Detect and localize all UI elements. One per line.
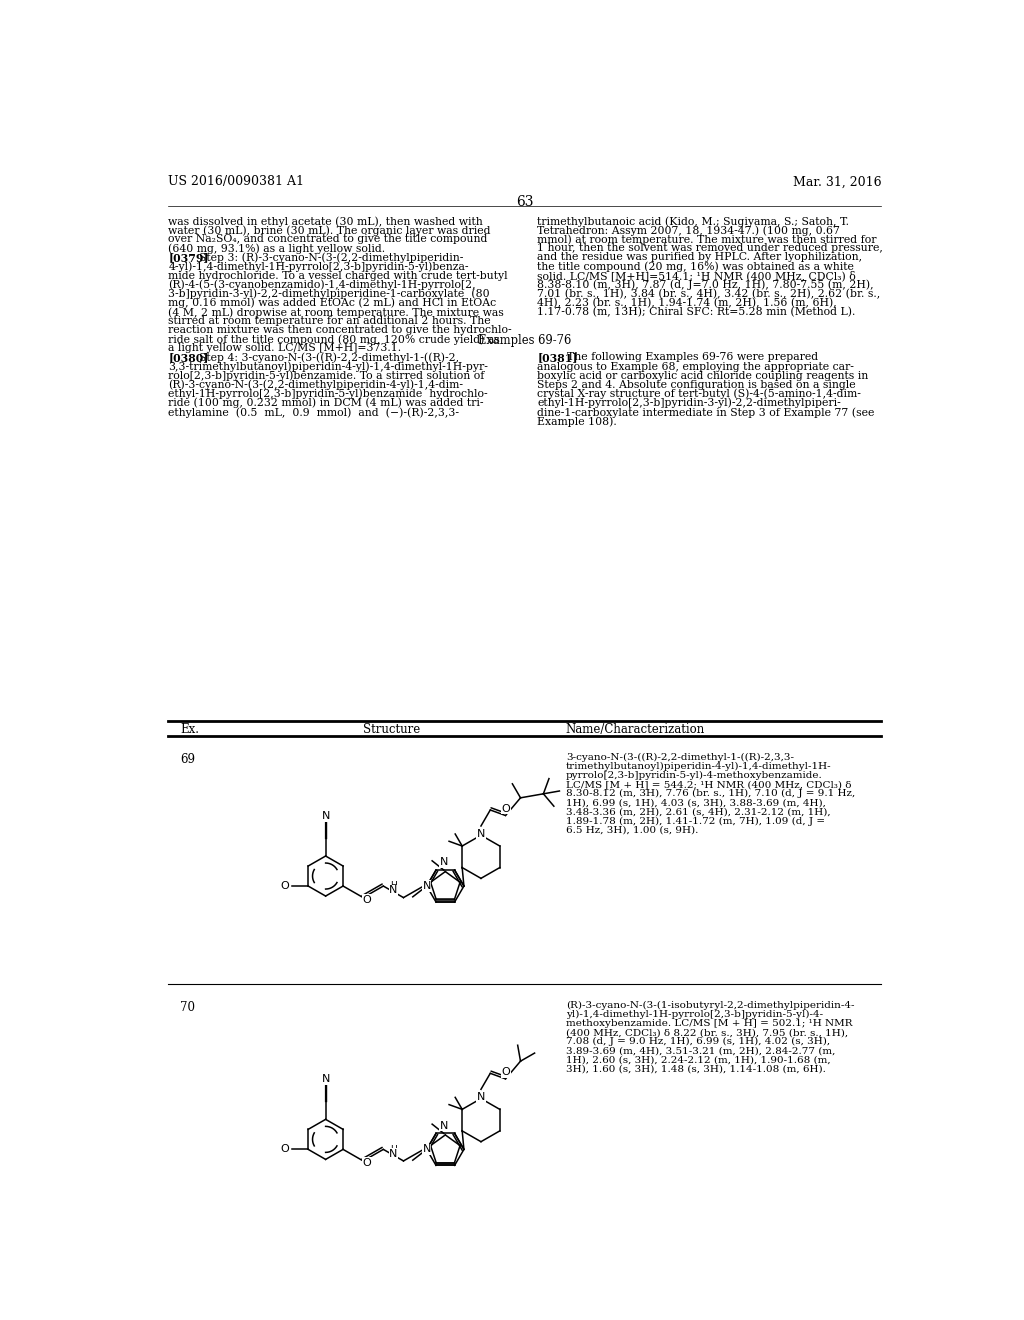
Text: ethylamine  (0.5  mL,  0.9  mmol)  and  (−)-(R)-2,3,3-: ethylamine (0.5 mL, 0.9 mmol) and (−)-(R… — [168, 407, 460, 417]
Text: yl)-1,4-dimethyl-1H-pyrrolo[2,3-b]pyridin-5-yl)-4-: yl)-1,4-dimethyl-1H-pyrrolo[2,3-b]pyridi… — [566, 1010, 823, 1019]
Text: 3-b]pyridin-3-yl)-2,2-dimethylpiperidine-1-carboxylate  (80: 3-b]pyridin-3-yl)-2,2-dimethylpiperidine… — [168, 289, 489, 300]
Text: 1.89-1.78 (m, 2H), 1.41-1.72 (m, 7H), 1.09 (d, J =: 1.89-1.78 (m, 2H), 1.41-1.72 (m, 7H), 1.… — [566, 817, 825, 825]
Text: [0380]: [0380] — [168, 352, 209, 363]
Text: mg, 0.16 mmol) was added EtOAc (2 mL) and HCl in EtOAc: mg, 0.16 mmol) was added EtOAc (2 mL) an… — [168, 298, 497, 309]
Text: N: N — [389, 1148, 397, 1159]
Text: 7.01 (br. s., 1H), 3.84 (br. s., 4H), 3.42 (br. s., 2H), 2.62 (br. s.,: 7.01 (br. s., 1H), 3.84 (br. s., 4H), 3.… — [538, 289, 881, 300]
Text: boxylic acid or carboxylic acid chloride coupling reagents in: boxylic acid or carboxylic acid chloride… — [538, 371, 868, 380]
Text: ethyl-1H-pyrrolo[2,3-b]pyridin-3-yl)-2,2-dimethylpiperi-: ethyl-1H-pyrrolo[2,3-b]pyridin-3-yl)-2,2… — [538, 397, 841, 408]
Text: Ex.: Ex. — [180, 723, 199, 735]
Text: the title compound (20 mg, 16%) was obtained as a white: the title compound (20 mg, 16%) was obta… — [538, 261, 854, 272]
Text: 8.30-8.12 (m, 3H), 7.76 (br. s., 1H), 7.10 (d, J = 9.1 Hz,: 8.30-8.12 (m, 3H), 7.76 (br. s., 1H), 7.… — [566, 789, 855, 799]
Text: 1H), 6.99 (s, 1H), 4.03 (s, 3H), 3.88-3.69 (m, 4H),: 1H), 6.99 (s, 1H), 4.03 (s, 3H), 3.88-3.… — [566, 799, 825, 808]
Text: 1.17-0.78 (m, 13H); Chiral SFC: Rt=5.28 min (Method L).: 1.17-0.78 (m, 13H); Chiral SFC: Rt=5.28 … — [538, 308, 856, 317]
Text: 70: 70 — [180, 1001, 195, 1014]
Text: O: O — [502, 1068, 510, 1077]
Text: trimethylbutanoic acid (Kido, M.; Sugiyama, S.; Satoh, T.: trimethylbutanoic acid (Kido, M.; Sugiya… — [538, 216, 849, 227]
Text: (R)-3-cyano-N-(3-(1-isobutyryl-2,2-dimethylpiperidin-4-: (R)-3-cyano-N-(3-(1-isobutyryl-2,2-dimet… — [566, 1001, 854, 1010]
Text: N: N — [439, 858, 447, 867]
Text: Tetrahedron: Assym 2007, 18, 1934-47.) (100 mg, 0.67: Tetrahedron: Assym 2007, 18, 1934-47.) (… — [538, 226, 840, 236]
Text: 3,3-trimethylbutanoyl)piperidin-4-yl)-1,4-dimethyl-1H-pyr-: 3,3-trimethylbutanoyl)piperidin-4-yl)-1,… — [168, 362, 488, 372]
Text: 6.5 Hz, 3H), 1.00 (s, 9H).: 6.5 Hz, 3H), 1.00 (s, 9H). — [566, 825, 698, 834]
Text: Examples 69-76: Examples 69-76 — [478, 334, 571, 347]
Text: O: O — [362, 895, 372, 904]
Text: ride (100 mg, 0.232 mmol) in DCM (4 mL) was added tri-: ride (100 mg, 0.232 mmol) in DCM (4 mL) … — [168, 397, 483, 408]
Text: LC/MS [M + H] = 544.2; ¹H NMR (400 MHz, CDCl₃) δ: LC/MS [M + H] = 544.2; ¹H NMR (400 MHz, … — [566, 780, 851, 789]
Text: rolo[2,3-b]pyridin-5-yl)benzamide. To a stirred solution of: rolo[2,3-b]pyridin-5-yl)benzamide. To a … — [168, 371, 484, 381]
Text: 3.89-3.69 (m, 4H), 3.51-3.21 (m, 2H), 2.84-2.77 (m,: 3.89-3.69 (m, 4H), 3.51-3.21 (m, 2H), 2.… — [566, 1047, 836, 1055]
Text: mide hydrochloride. To a vessel charged with crude tert-butyl: mide hydrochloride. To a vessel charged … — [168, 271, 508, 281]
Text: dine-1-carboxylate intermediate in Step 3 of Example 77 (see: dine-1-carboxylate intermediate in Step … — [538, 407, 874, 417]
Text: ethyl-1H-pyrrolo[2,3-b]pyridin-5-yl)benzamide  hydrochlo-: ethyl-1H-pyrrolo[2,3-b]pyridin-5-yl)benz… — [168, 389, 487, 400]
Text: and the residue was purified by HPLC. After lyophilization,: and the residue was purified by HPLC. Af… — [538, 252, 862, 263]
Text: O: O — [502, 804, 510, 814]
Text: 7.08 (d, J = 9.0 Hz, 1H), 6.99 (s, 1H), 4.02 (s, 3H),: 7.08 (d, J = 9.0 Hz, 1H), 6.99 (s, 1H), … — [566, 1038, 830, 1047]
Text: US 2016/0090381 A1: US 2016/0090381 A1 — [168, 176, 304, 189]
Text: ride salt of the title compound (80 mg, 120% crude yield) as: ride salt of the title compound (80 mg, … — [168, 334, 500, 345]
Text: solid. LC/MS [M+H]=514.1; ¹H NMR (400 MHz, CDCl₃) δ: solid. LC/MS [M+H]=514.1; ¹H NMR (400 MH… — [538, 271, 856, 281]
Text: 1H), 2.60 (s, 3H), 2.24-2.12 (m, 1H), 1.90-1.68 (m,: 1H), 2.60 (s, 3H), 2.24-2.12 (m, 1H), 1.… — [566, 1055, 830, 1064]
Text: N: N — [423, 1144, 431, 1155]
Text: crystal X-ray structure of tert-butyl (S)-4-(5-amino-1,4-dim-: crystal X-ray structure of tert-butyl (S… — [538, 389, 861, 400]
Text: Name/Characterization: Name/Characterization — [566, 723, 706, 735]
Text: 4-yl)-1,4-dimethyl-1H-pyrrolo[2,3-b]pyridin-5-yl)benza-: 4-yl)-1,4-dimethyl-1H-pyrrolo[2,3-b]pyri… — [168, 261, 469, 272]
Text: Structure: Structure — [362, 723, 420, 735]
Text: trimethylbutanoyl)piperidin-4-yl)-1,4-dimethyl-1H-: trimethylbutanoyl)piperidin-4-yl)-1,4-di… — [566, 762, 831, 771]
Text: (R)-3-cyano-N-(3-(2,2-dimethylpiperidin-4-yl)-1,4-dim-: (R)-3-cyano-N-(3-(2,2-dimethylpiperidin-… — [168, 380, 463, 391]
Text: N: N — [322, 810, 330, 821]
Text: Step 3: (R)-3-cyano-N-(3-(2,2-dimethylpiperidin-: Step 3: (R)-3-cyano-N-(3-(2,2-dimethylpi… — [191, 252, 463, 263]
Text: (R)-4-(5-(3-cyanobenzamido)-1,4-dimethyl-1H-pyrrolo[2,: (R)-4-(5-(3-cyanobenzamido)-1,4-dimethyl… — [168, 280, 476, 290]
Text: The following Examples 69-76 were prepared: The following Examples 69-76 were prepar… — [560, 352, 818, 363]
Text: Steps 2 and 4. Absolute configuration is based on a single: Steps 2 and 4. Absolute configuration is… — [538, 380, 856, 389]
Text: Example 108).: Example 108). — [538, 416, 616, 426]
Text: H: H — [390, 1144, 396, 1154]
Text: methoxybenzamide. LC/MS [M + H] = 502.1; ¹H NMR: methoxybenzamide. LC/MS [M + H] = 502.1;… — [566, 1019, 852, 1028]
Text: pyrrolo[2,3-b]pyridin-5-yl)-4-methoxybenzamide.: pyrrolo[2,3-b]pyridin-5-yl)-4-methoxyben… — [566, 771, 822, 780]
Text: O: O — [362, 1158, 372, 1168]
Text: (4 M, 2 mL) dropwise at room temperature. The mixture was: (4 M, 2 mL) dropwise at room temperature… — [168, 308, 504, 318]
Text: 3.48-3.36 (m, 2H), 2.61 (s, 4H), 2.31-2.12 (m, 1H),: 3.48-3.36 (m, 2H), 2.61 (s, 4H), 2.31-2.… — [566, 808, 830, 816]
Text: 69: 69 — [180, 752, 195, 766]
Text: 3-cyano-N-(3-((R)-2,2-dimethyl-1-((R)-2,3,3-: 3-cyano-N-(3-((R)-2,2-dimethyl-1-((R)-2,… — [566, 752, 794, 762]
Text: N: N — [322, 1074, 330, 1084]
Text: stirred at room temperature for an additional 2 hours. The: stirred at room temperature for an addit… — [168, 315, 490, 326]
Text: reaction mixture was then concentrated to give the hydrochlo-: reaction mixture was then concentrated t… — [168, 325, 512, 335]
Text: (640 mg, 93.1%) as a light yellow solid.: (640 mg, 93.1%) as a light yellow solid. — [168, 243, 385, 253]
Text: 3H), 1.60 (s, 3H), 1.48 (s, 3H), 1.14-1.08 (m, 6H).: 3H), 1.60 (s, 3H), 1.48 (s, 3H), 1.14-1.… — [566, 1064, 825, 1073]
Text: H: H — [390, 882, 396, 890]
Text: water (30 mL), brine (30 mL). The organic layer was dried: water (30 mL), brine (30 mL). The organi… — [168, 226, 490, 236]
Text: O: O — [280, 1144, 289, 1155]
Text: N: N — [423, 880, 431, 891]
Text: N: N — [477, 829, 485, 838]
Text: N: N — [389, 886, 397, 895]
Text: over Na₂SO₄, and concentrated to give the title compound: over Na₂SO₄, and concentrated to give th… — [168, 235, 487, 244]
Text: analogous to Example 68, employing the appropriate car-: analogous to Example 68, employing the a… — [538, 362, 854, 371]
Text: [0381]: [0381] — [538, 352, 578, 363]
Text: [0379]: [0379] — [168, 252, 209, 264]
Text: 4H), 2.23 (br. s., 1H), 1.94-1.74 (m, 2H), 1.56 (m, 6H),: 4H), 2.23 (br. s., 1H), 1.94-1.74 (m, 2H… — [538, 298, 837, 309]
Text: N: N — [439, 1121, 447, 1131]
Text: mmol) at room temperature. The mixture was then stirred for: mmol) at room temperature. The mixture w… — [538, 235, 877, 246]
Text: Mar. 31, 2016: Mar. 31, 2016 — [793, 176, 882, 189]
Text: O: O — [280, 880, 289, 891]
Text: N: N — [477, 1092, 485, 1102]
Text: was dissolved in ethyl acetate (30 mL), then washed with: was dissolved in ethyl acetate (30 mL), … — [168, 216, 483, 227]
Text: 8.38-8.10 (m, 3H), 7.87 (d, J=7.0 Hz, 1H), 7.80-7.55 (m, 2H),: 8.38-8.10 (m, 3H), 7.87 (d, J=7.0 Hz, 1H… — [538, 280, 873, 290]
Text: Step 4: 3-cyano-N-(3-((R)-2,2-dimethyl-1-((R)-2,: Step 4: 3-cyano-N-(3-((R)-2,2-dimethyl-1… — [191, 352, 459, 363]
Text: 63: 63 — [516, 195, 534, 210]
Text: a light yellow solid. LC/MS [M+H]=373.1.: a light yellow solid. LC/MS [M+H]=373.1. — [168, 343, 401, 354]
Text: (400 MHz, CDCl₃) δ 8.22 (br. s., 3H), 7.95 (br. s., 1H),: (400 MHz, CDCl₃) δ 8.22 (br. s., 3H), 7.… — [566, 1028, 848, 1038]
Text: 1 hour, then the solvent was removed under reduced pressure,: 1 hour, then the solvent was removed und… — [538, 243, 883, 253]
